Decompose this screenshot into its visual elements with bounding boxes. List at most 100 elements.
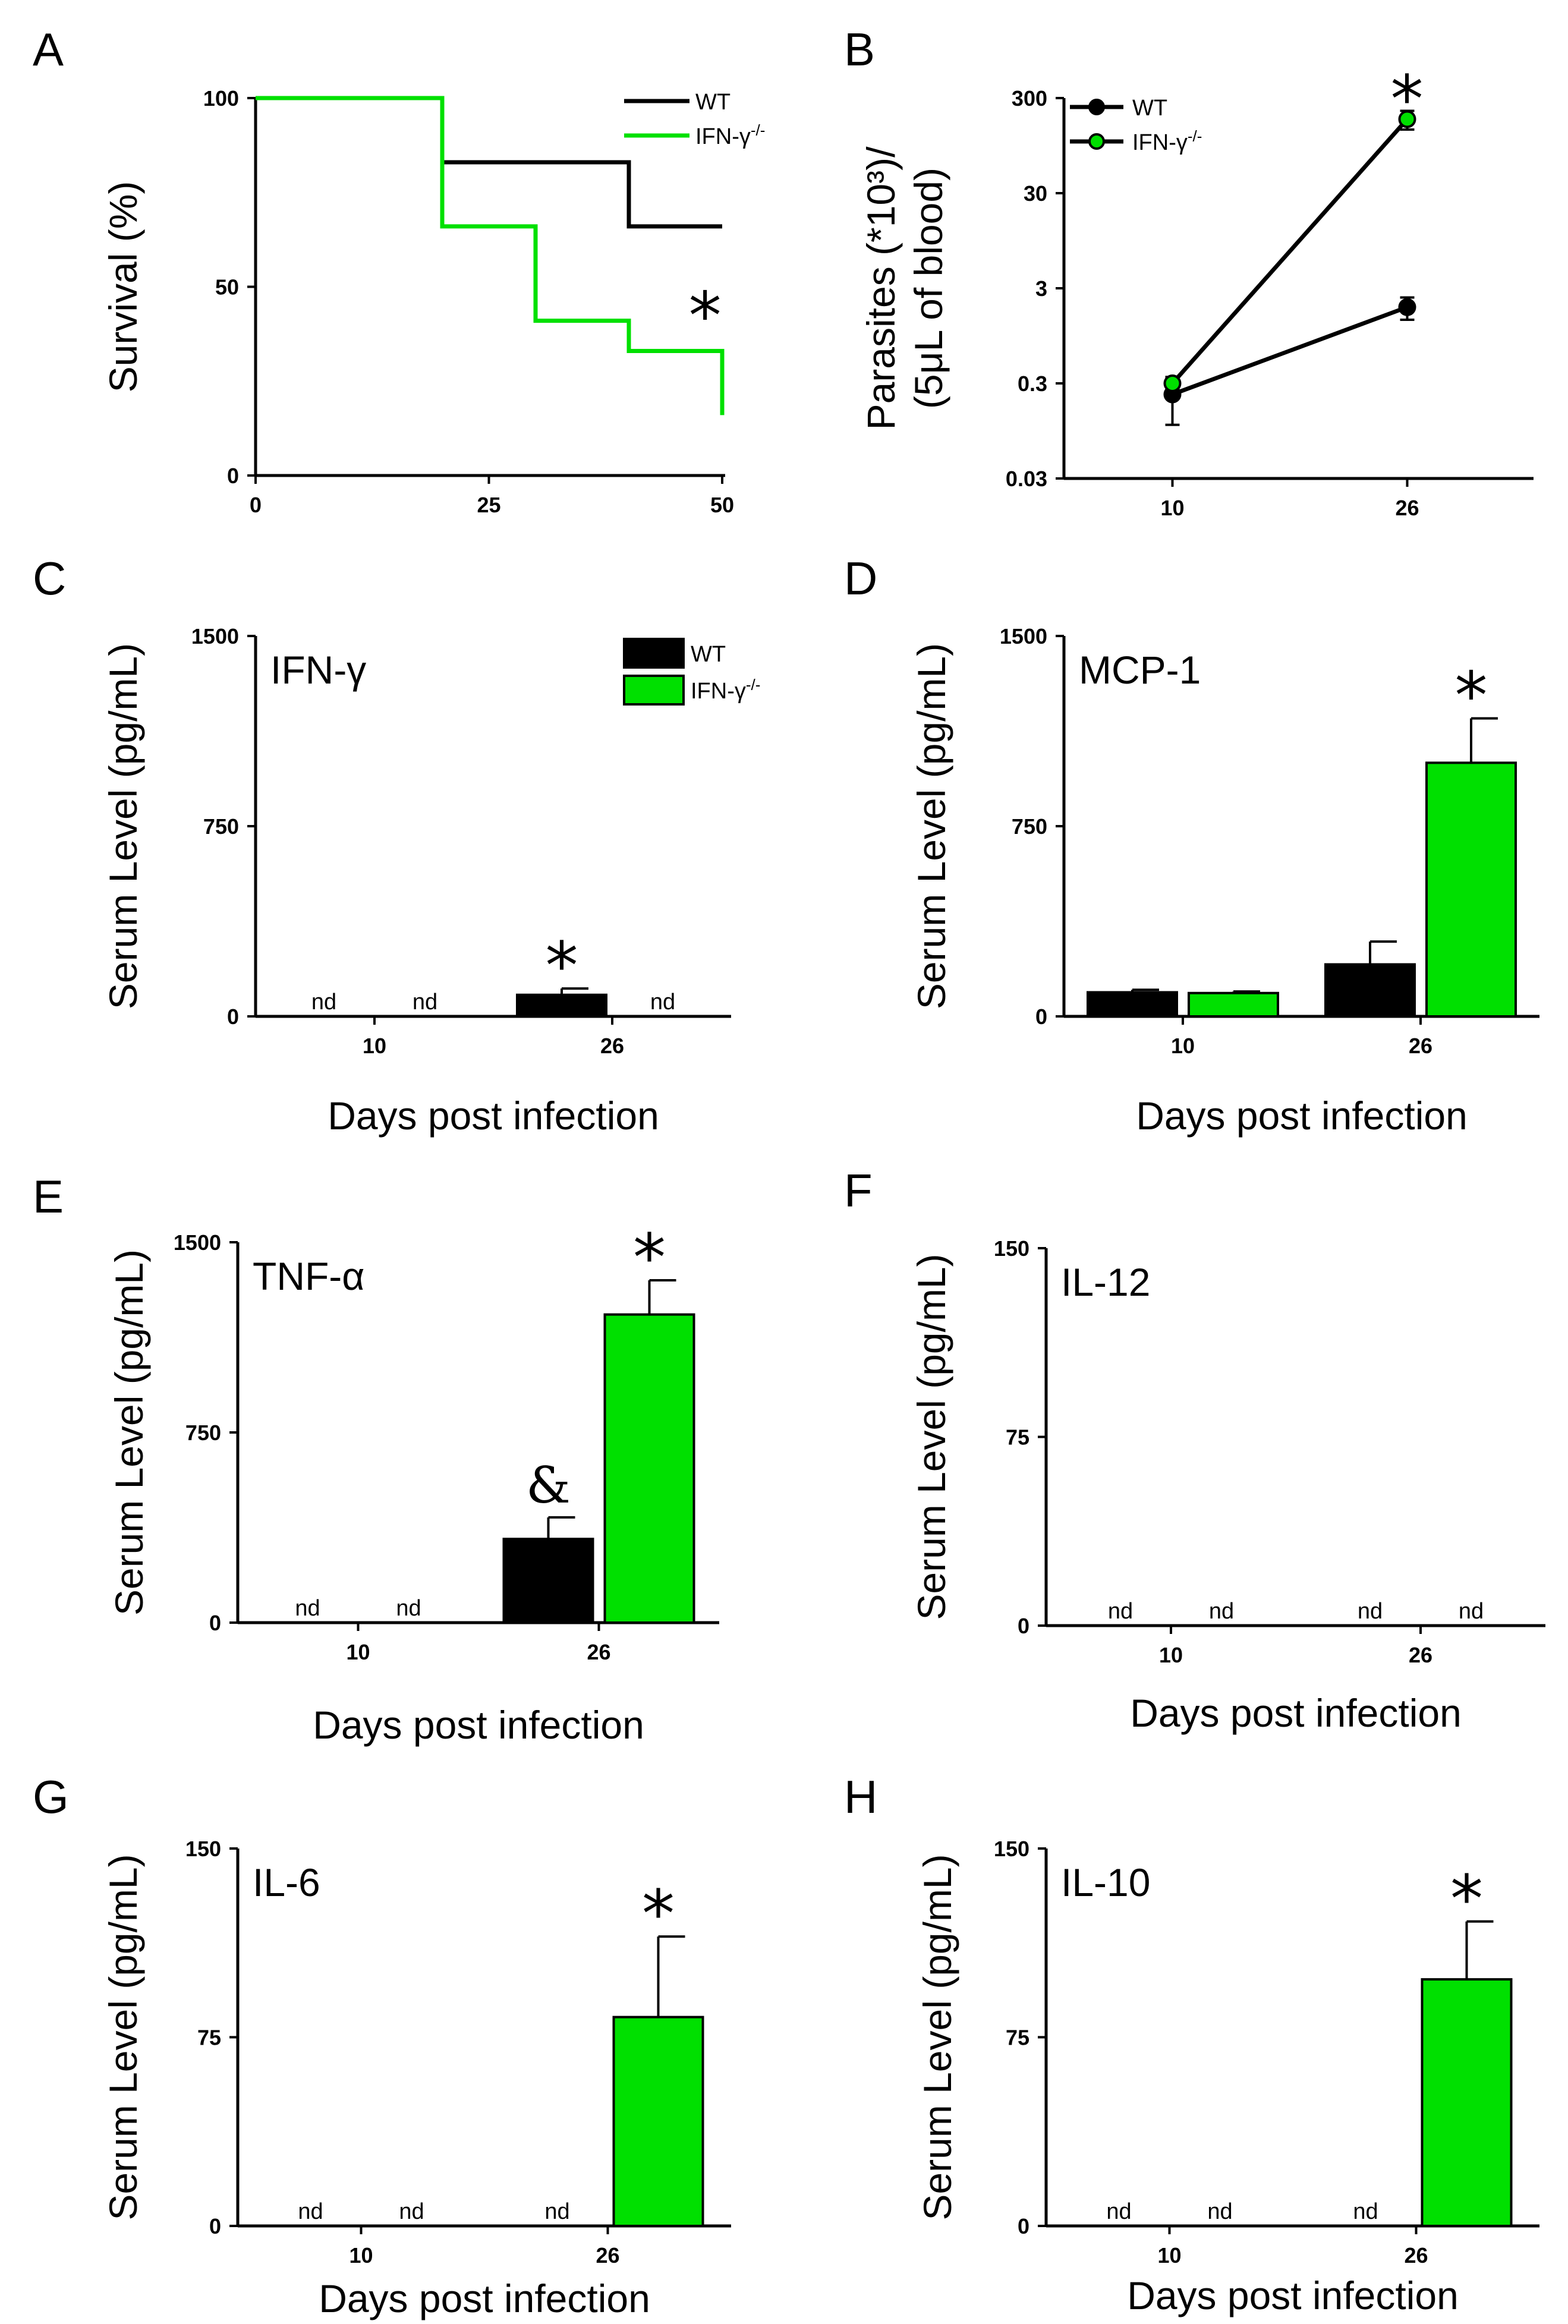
x-axis-label: Days post infection: [313, 1703, 644, 1747]
panel-e: E 0 750 1500 Serum Level (pg/mL) 10 26 Days pos…: [33, 1170, 719, 1747]
y-axis-label: Serum Level (pg/mL): [915, 1854, 959, 2220]
bar-ko: [614, 2017, 703, 2226]
x-tick-label: 10: [1171, 1034, 1195, 1058]
y-tick-label: 750: [185, 1421, 221, 1445]
bar-wt: [504, 1539, 593, 1623]
significance-marker: *: [642, 1876, 675, 1952]
y-axis-label: Serum Level (pg/mL): [107, 1249, 151, 1616]
y-axis-label: Serum Level (pg/mL): [101, 643, 145, 1009]
cytokine-label: IL-10: [1061, 1860, 1150, 1904]
panel-b: B 0.03 0.3 3 30 300 Parasites (*10³)/(5μL of b…: [844, 23, 1534, 520]
legend-text: IFN-γ-/-: [691, 676, 760, 704]
panel-c: C 0 750 1500 Serum Level (pg/mL) 10 26 Days pos…: [33, 552, 760, 1138]
cytokine-label: TNF-α: [253, 1254, 364, 1298]
panel-h: H 0 75 150 Serum Level (pg/mL) 10 26 Days post …: [844, 1771, 1539, 2317]
x-axis-label: Days post infection: [1127, 2273, 1459, 2317]
y-tick-label: 75: [197, 2026, 221, 2050]
panel-label: F: [844, 1164, 873, 1217]
cytokine-label: IL-12: [1061, 1260, 1150, 1304]
significance-marker: *: [689, 278, 722, 354]
y-tick-label: 50: [215, 275, 239, 300]
y-tick-label: 0: [227, 1004, 239, 1029]
figure: A050100Survival (%)0 25 50WTIFN-γ-/-*B0.03…: [0, 0, 1568, 2324]
x-tick-label: 26: [1404, 2243, 1428, 2268]
y-tick-label: 0: [227, 464, 239, 488]
y-tick-label: 750: [203, 814, 239, 839]
y-tick-label: 0: [209, 1611, 221, 1635]
y-axis-label: Serum Level (pg/mL): [101, 1854, 145, 2220]
nd-label: nd: [1209, 1599, 1234, 1624]
x-tick-label: 26: [596, 2243, 619, 2268]
y-axis-label: (5μL of blood): [906, 168, 950, 409]
panel-f: F075150Serum Level (pg/mL)10 26Days post …: [844, 1164, 1545, 1735]
y-tick-label: 1500: [191, 624, 239, 648]
significance-marker: *: [1455, 658, 1488, 734]
x-tick-label: 10: [346, 1640, 370, 1664]
y-tick-label: 150: [994, 1837, 1029, 1861]
x-tick-label: 10: [1157, 2243, 1181, 2268]
cytokine-label: IL-6: [253, 1860, 320, 1904]
y-tick-label: 75: [1006, 1425, 1029, 1450]
panel-label: B: [844, 23, 875, 75]
x-tick-label: 26: [600, 1034, 624, 1058]
survival-line-ko: [256, 98, 722, 415]
legend-text: WT: [695, 90, 731, 115]
x-tick-label: 26: [1409, 1643, 1432, 1667]
panel-label: E: [33, 1170, 64, 1223]
x-tick-label: 10: [349, 2243, 373, 2268]
y-tick-label: 100: [203, 86, 239, 111]
significance-marker: *: [1450, 1861, 1483, 1937]
y-tick-label: 0: [1035, 1004, 1047, 1029]
y-axis-label: Parasites (*10³)/: [859, 146, 903, 430]
nd-label: nd: [396, 1596, 421, 1621]
panel-label: C: [33, 552, 66, 604]
x-tick-label: 0: [250, 493, 262, 517]
significance-marker: &: [526, 1456, 571, 1514]
y-axis-label: Serum Level (pg/mL): [909, 1254, 953, 1620]
y-tick-label: 750: [1012, 814, 1047, 839]
y-tick-label: 1500: [1000, 624, 1047, 648]
y-tick-label: 3: [1035, 276, 1047, 301]
nd-label: nd: [1459, 1599, 1484, 1624]
bar-ko: [1189, 993, 1278, 1016]
x-axis-label: Days post infection: [319, 2276, 650, 2320]
bar-wt: [1325, 965, 1415, 1016]
y-tick-label: 30: [1024, 181, 1047, 206]
legend-swatch-wt: [624, 639, 684, 667]
bar-ko: [1422, 1979, 1512, 2226]
bar-ko: [1427, 763, 1516, 1016]
significance-marker: *: [546, 928, 578, 1004]
nd-label: nd: [413, 990, 437, 1015]
nd-label: nd: [295, 1596, 320, 1621]
legend-text: WT: [1132, 96, 1167, 121]
x-tick-label: 10: [1159, 1643, 1183, 1667]
panel-d: D 0 750 1500 Serum Level (pg/mL) 10 26 Days pos…: [844, 552, 1539, 1138]
legend-swatch-ko: [624, 676, 684, 704]
nd-label: nd: [1108, 1599, 1133, 1624]
y-tick-label: 150: [185, 1837, 221, 1861]
legend-marker-ko: [1090, 134, 1104, 149]
x-axis-label: Days post infection: [1136, 1094, 1468, 1138]
legend-text: IFN-γ-/-: [1132, 127, 1202, 155]
y-tick-label: 0.03: [1006, 467, 1047, 491]
y-tick-label: 0.3: [1018, 371, 1047, 396]
x-tick-label: 26: [587, 1640, 610, 1664]
nd-label: nd: [544, 2199, 569, 2224]
panel-label: G: [33, 1771, 69, 1823]
data-point-wt: [1400, 300, 1415, 315]
nd-label: nd: [1207, 2199, 1232, 2224]
series-line-wt: [1173, 307, 1408, 395]
panel-label: A: [33, 23, 64, 75]
y-tick-label: 0: [209, 2214, 221, 2238]
panel-g: G 0 75 150 Serum Level (pg/mL) 10 26 Days post …: [33, 1771, 731, 2320]
y-tick-label: 1500: [174, 1230, 221, 1255]
legend-marker-wt: [1090, 100, 1104, 114]
y-axis-label: Serum Level (pg/mL): [909, 643, 953, 1009]
x-tick-label: 10: [363, 1034, 386, 1058]
legend-text: IFN-γ-/-: [695, 121, 765, 149]
y-tick-label: 0: [1018, 1614, 1029, 1638]
panel-label: H: [844, 1771, 877, 1823]
nd-label: nd: [1353, 2199, 1378, 2224]
x-tick-label: 25: [477, 493, 500, 517]
nd-label: nd: [650, 990, 675, 1015]
